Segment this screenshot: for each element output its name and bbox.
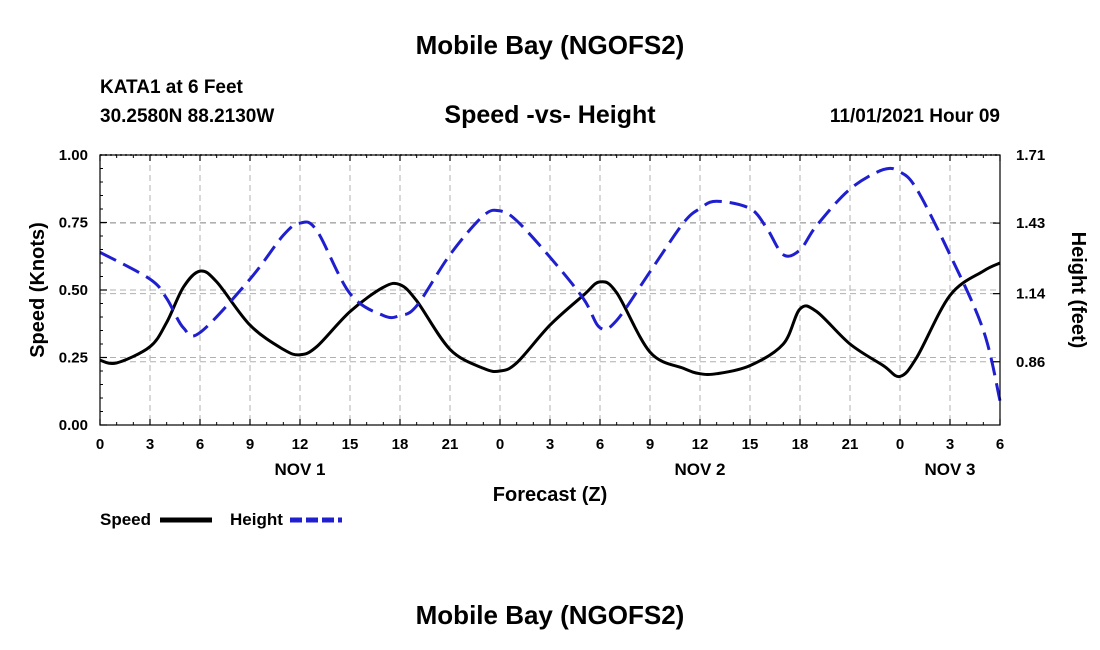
y-tick-label: 0.75 [59,215,88,232]
x-tick-label: 0 [96,436,104,453]
x-tick-label: 6 [596,436,604,453]
x-tick-label: 18 [392,436,409,453]
series-line-speed [99,261,1001,379]
y2-tick-label: 1.14 [1016,286,1046,303]
x-tick-label: 12 [692,436,709,453]
legend: Speed Height [100,510,342,529]
station-coordinates: 30.2580N 88.2130W [100,106,275,127]
y-tick-label: 0.00 [59,417,88,434]
chart-title: Speed -vs- Height [444,101,656,129]
x-axis-label: Forecast (Z) [493,484,607,506]
station-label: KATA1 at 6 Feet [100,77,243,98]
x-tick-label: 21 [442,436,459,453]
x-tick-label: 9 [246,436,254,453]
main-title: Mobile Bay (NGOFS2) [415,30,685,60]
grid-lines [100,154,1000,425]
axes: 0 3 6 9 12 15 18 21 0 3 6 9 12 15 18 21 0 3 6 NOV 1 NOV 2 NOV… [59,147,1046,479]
x-day-label: NOV 3 [924,460,975,479]
y-axis-label: Speed (Knots) [27,222,49,358]
series-lines [99,166,1002,402]
x-tick-label: 3 [546,436,554,453]
x-tick-label: 0 [496,436,504,453]
footer-title: Mobile Bay (NGOFS2) [415,600,685,630]
legend-speed-label: Speed [100,510,151,529]
y-tick-label: 0.50 [59,282,88,299]
series-line-height [99,166,1002,402]
x-tick-label: 15 [742,436,759,453]
legend-height-label: Height [230,510,283,529]
y-tick-label: 0.25 [59,350,88,367]
x-tick-label: 3 [946,436,954,453]
x-day-label: NOV 1 [274,460,325,479]
x-tick-label: 0 [896,436,904,453]
y2-tick-label: 1.71 [1016,147,1045,164]
x-tick-label: 15 [342,436,359,453]
x-tick-label: 6 [196,436,204,453]
x-tick-label: 3 [146,436,154,453]
y-tick-label: 1.00 [59,147,88,164]
x-tick-label: 12 [292,436,309,453]
x-tick-label: 21 [842,436,859,453]
forecast-datetime: 11/01/2021 Hour 09 [829,106,1000,127]
y2-tick-label: 1.43 [1016,215,1045,232]
x-day-label: NOV 2 [674,460,725,479]
y2-axis-label: Height (feet) [1067,232,1089,349]
x-tick-label: 6 [996,436,1004,453]
x-tick-label: 9 [646,436,654,453]
y2-tick-label: 0.86 [1016,354,1045,371]
x-tick-label: 18 [792,436,809,453]
